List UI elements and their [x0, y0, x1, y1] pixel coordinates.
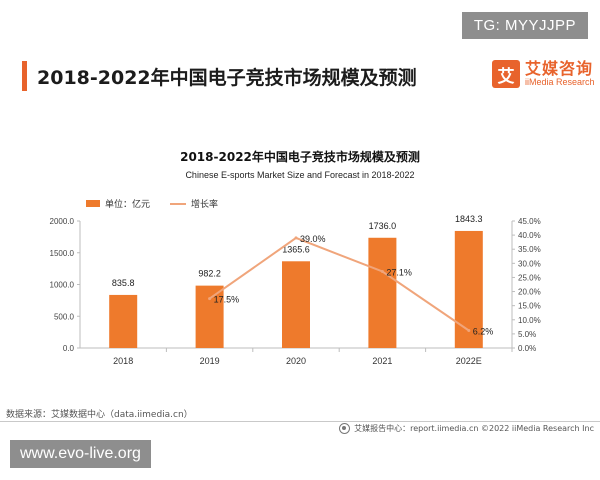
x-tick-label: 2022E [456, 356, 482, 366]
url-watermark: www.evo-live.org [10, 440, 151, 468]
y-tick-label-left: 1500.0 [50, 249, 75, 258]
chart-legend: 单位：亿元 增长率 [86, 197, 238, 210]
growth-rate-point [294, 236, 298, 240]
bar-value-label: 1843.3 [455, 214, 483, 224]
y-tick-label-right: 0.0% [518, 344, 536, 353]
legend-item-line: 增长率 [170, 197, 218, 210]
logo-mark: 艾 [492, 60, 520, 88]
y-tick-label-right: 40.0% [518, 231, 541, 240]
legend-label-bar: 单位：亿元 [105, 200, 151, 210]
chart-title: 2018-2022年中国电子竞技市场规模及预测 [180, 150, 420, 164]
data-source: 数据来源：艾媒数据中心（data.iimedia.cn） [6, 410, 193, 420]
bar [109, 294, 138, 348]
y-tick-label-left: 500.0 [54, 312, 75, 321]
x-tick-label: 2021 [372, 356, 392, 366]
legend-swatch-bar [86, 200, 100, 207]
y-tick-label-right: 5.0% [518, 330, 536, 339]
legend-label-line: 增长率 [191, 200, 219, 210]
bar-value-label: 835.8 [112, 278, 135, 288]
x-tick-label: 2018 [113, 356, 133, 366]
growth-rate-point [208, 297, 212, 301]
logo-text: 艾媒咨询 iiMedia Research [525, 58, 595, 87]
y-tick-label-right: 45.0% [518, 217, 541, 226]
growth-rate-label: 39.0% [300, 234, 326, 244]
growth-rate-label: 17.5% [214, 295, 240, 305]
logo-en: iiMedia Research [525, 76, 595, 87]
bar [368, 237, 397, 348]
report-text: 艾媒报告中心：report.iimedia.cn ©2022 iiMedia R… [354, 424, 594, 433]
legend-swatch-line [170, 202, 187, 205]
y-tick-label-right: 25.0% [518, 273, 541, 282]
footer-divider [0, 421, 600, 422]
growth-rate-label: 6.2% [473, 327, 494, 337]
x-tick-label: 2020 [286, 356, 306, 366]
y-tick-label-right: 30.0% [518, 259, 541, 268]
y-tick-label-right: 20.0% [518, 288, 541, 297]
y-tick-label-left: 2000.0 [50, 217, 75, 226]
growth-rate-point [467, 329, 471, 333]
page-title-block: 2018-2022年中国电子竞技市场规模及预测 [22, 60, 417, 92]
page-title: 2018-2022年中国电子竞技市场规模及预测 [37, 66, 417, 89]
bar-value-label: 1736.0 [369, 221, 397, 231]
brand-logo: 艾 艾媒咨询 iiMedia Research [492, 60, 595, 88]
bar-value-label: 1365.6 [282, 244, 310, 254]
y-tick-label-right: 15.0% [518, 302, 541, 311]
y-tick-label-right: 35.0% [518, 245, 541, 254]
y-tick-label-left: 0.0 [63, 344, 75, 353]
bar-value-label: 982.2 [198, 269, 221, 279]
bar [454, 230, 483, 348]
chart-subtitle: Chinese E-sports Market Size and Forecas… [185, 170, 415, 180]
growth-rate-line [209, 236, 470, 332]
report-center: 艾媒报告中心：report.iimedia.cn ©2022 iiMedia R… [339, 423, 594, 434]
report-icon [339, 423, 351, 434]
y-tick-label-left: 1000.0 [50, 281, 75, 290]
title-accent-bar [22, 61, 27, 91]
x-tick-label: 2019 [200, 356, 220, 366]
legend-item-bar: 单位：亿元 [86, 197, 150, 210]
growth-rate-point [380, 270, 384, 274]
bar [282, 261, 310, 348]
logo-cn: 艾媒咨询 [525, 58, 594, 78]
growth-rate-label: 27.1% [386, 268, 412, 278]
bar [195, 285, 224, 348]
y-tick-label-right: 10.0% [518, 316, 541, 325]
tg-watermark: TG: MYYJJPP [461, 12, 588, 39]
